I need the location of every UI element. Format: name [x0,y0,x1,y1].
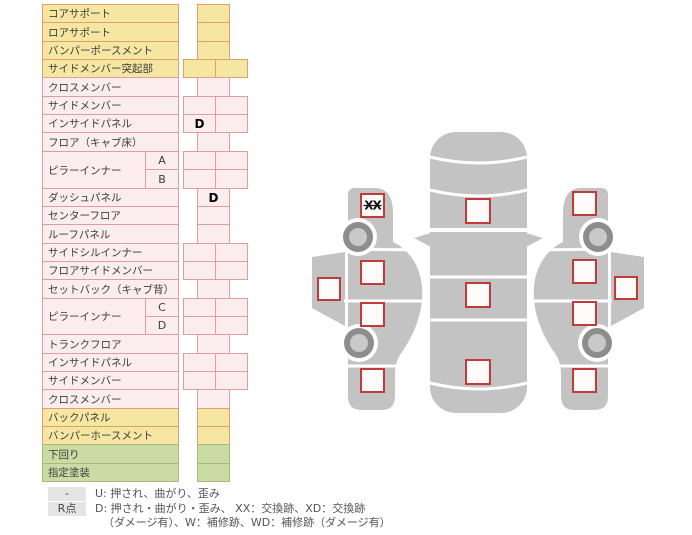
legend-row-u: - U: 押され、曲がり、歪み [48,487,391,501]
mark-cell[interactable] [215,316,248,335]
checkbox-left-rocker[interactable] [317,277,341,301]
part-label: インサイドパネル [42,353,179,372]
car-top-view [414,132,543,413]
left-mirror [414,233,431,247]
checkbox-top-hood[interactable] [465,198,491,224]
legend-text-d-line2: （ダメージ有）、W：補修跡、WD：補修跡（ダメージ有） [103,516,391,529]
part-label: インサイドパネル [42,114,179,133]
mark-cell[interactable] [215,59,248,78]
part-label: クロスメンバー [42,389,179,409]
part-label: サイドメンバー [42,371,179,390]
part-label: サイドメンバー [42,96,179,115]
mark-cell[interactable] [197,463,230,482]
checkbox-right-front-fender[interactable] [572,191,597,216]
legend-text-d-line1: D: 押され・曲がり・歪み、 XX：交換跡、XD：交換跡 [95,502,366,515]
checkbox-top-roof[interactable] [465,282,491,308]
mark-cell[interactable] [215,371,248,390]
checkbox-right-rear-door[interactable] [572,301,597,326]
part-label: 指定塗装 [42,463,179,482]
checkbox-left-front-door[interactable] [360,260,385,285]
checkbox-left-rear-door[interactable] [360,302,385,327]
mark-cell[interactable] [215,114,248,133]
checkbox-left-rear-fender[interactable] [360,368,385,393]
legend-text-u: U: 押され、曲がり、歪み [95,487,220,500]
right-mirror [526,233,543,247]
checkbox-right-front-door[interactable] [572,259,597,284]
legend-row-rpoint: R点 D: 押され・曲がり・歪み、 XX：交換跡、XD：交換跡 （ダメージ有）、… [48,502,391,530]
part-label: フロアサイドメンバー [42,261,179,280]
mark-cell[interactable] [215,261,248,280]
part-sublabel: B [145,169,179,189]
part-label: 下回り [42,444,179,464]
legend-badge-rpoint: R点 [48,502,86,516]
part-label: クロスメンバー [42,77,179,97]
checkbox-top-trunk[interactable] [465,359,491,385]
part-label: バンパーポースメント [42,41,179,60]
legend-badge-dash: - [48,487,86,501]
part-label: バックパネル [42,408,179,427]
checkbox-right-rear-fender[interactable] [572,368,597,393]
part-label: トランクフロア [42,334,179,354]
checkbox-right-rocker[interactable] [614,276,638,300]
mark-cell[interactable] [215,169,248,189]
legend: - U: 押され、曲がり、歪み R点 D: 押され・曲がり・歪み、 XX：交換跡… [48,487,391,531]
part-label: サイドメンバー突起部 [42,59,179,78]
